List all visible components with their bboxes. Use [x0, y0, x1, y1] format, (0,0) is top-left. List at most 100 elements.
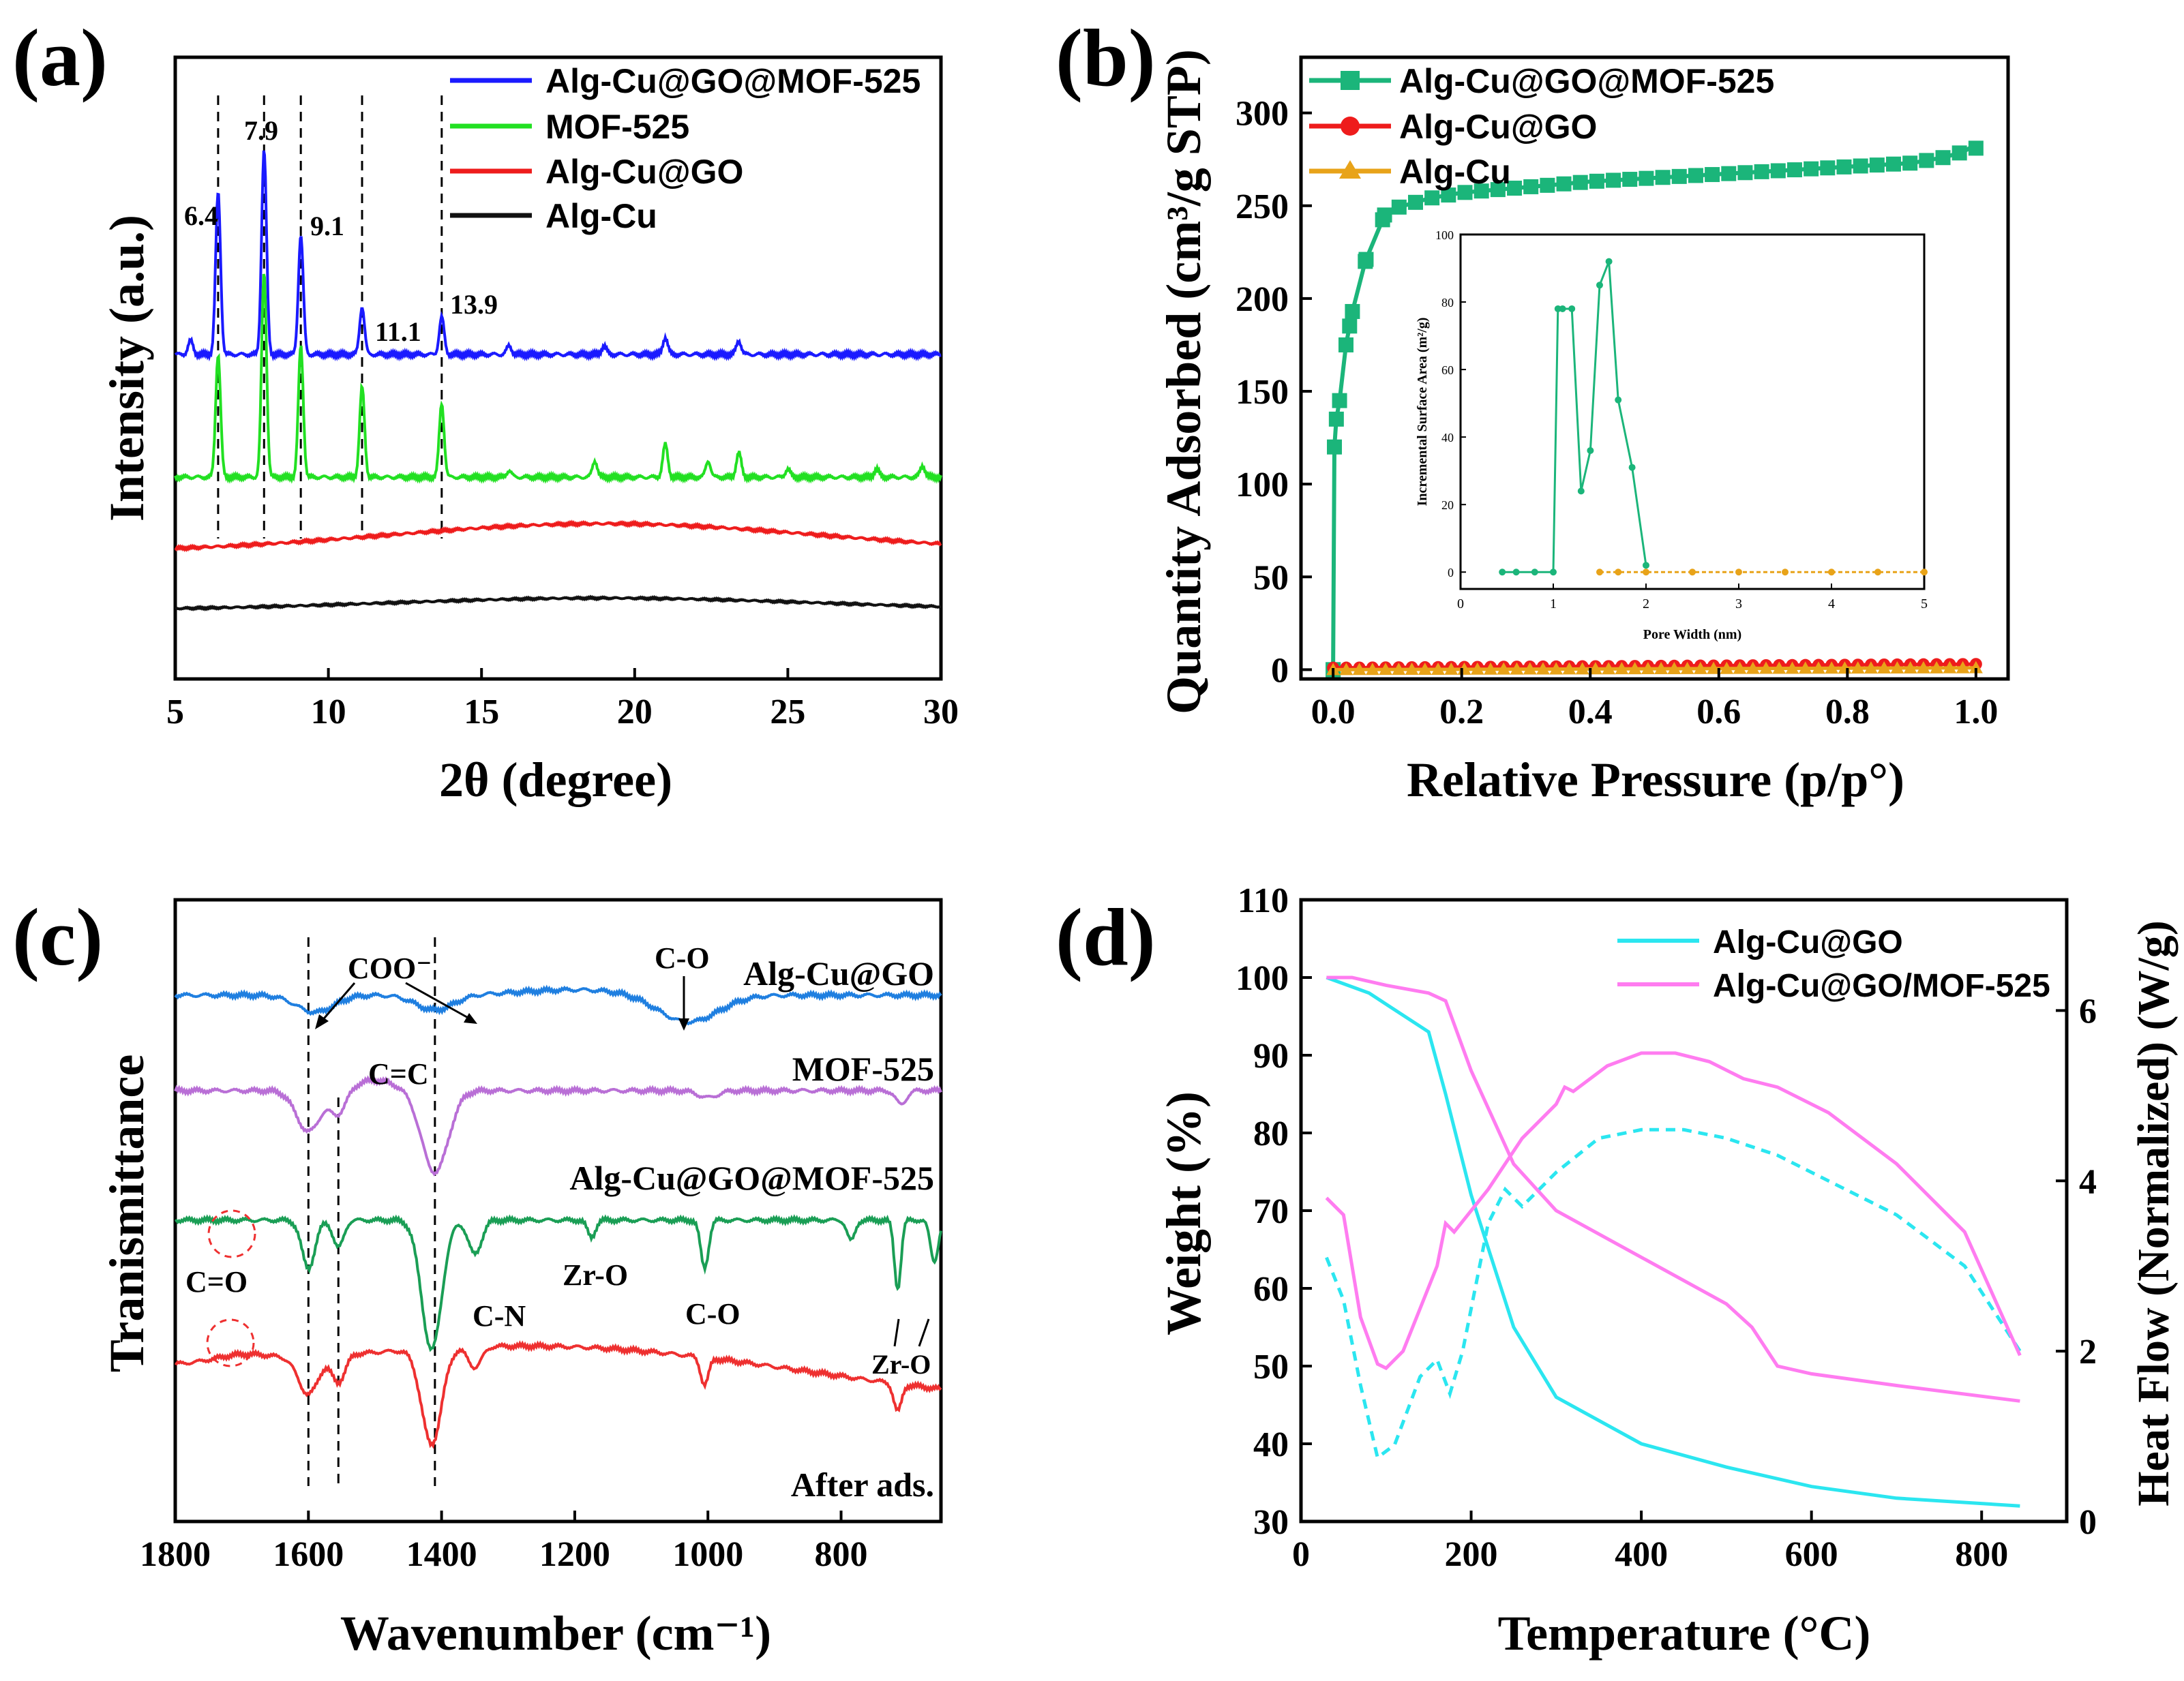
y2-tick-label-d: 0	[2079, 1503, 2097, 1542]
panel-b: (b) 0.0 0.2 0.4 0.6 0.8 1.0050100150200250300…	[1056, 12, 2010, 807]
x-tick-label-a: 25	[770, 693, 805, 731]
point-b-2	[1615, 662, 1629, 675]
x-axis-title-c: Wavenumber (cm⁻¹)	[340, 1606, 771, 1661]
legend-marker-b-1	[1341, 117, 1360, 136]
point-b-2	[1969, 661, 1983, 673]
series-lines-a	[174, 150, 942, 611]
point-b-0	[1869, 157, 1885, 173]
point-b-0	[1836, 159, 1852, 175]
inset-point-1	[1689, 569, 1696, 576]
y-tick-label-d: 110	[1238, 881, 1289, 920]
x-tick-label-b: 0.8	[1825, 693, 1870, 731]
inset-b: 0 1 2 3 4 5 0 20 40 60 80 100 Pore Width (nm) Incre…	[1415, 228, 1928, 642]
inset-point-0	[1605, 258, 1613, 265]
y-tick-label-d: 40	[1253, 1425, 1289, 1464]
series-line-a-2	[174, 519, 942, 553]
point-b-2	[1693, 661, 1707, 674]
y-tick-label-b: 250	[1236, 187, 1289, 226]
point-b-2	[1379, 663, 1393, 676]
legend-a: Alg-Cu@GO@MOF-525 MOF-525 Alg-Cu@GO Alg-…	[450, 62, 921, 235]
series-line-c-2	[174, 1214, 942, 1352]
annotation-arrow-coo-1	[319, 982, 356, 1023]
point-b-0	[1919, 153, 1934, 168]
y-tick-label-d: 80	[1253, 1115, 1289, 1153]
inset-y-tick-label: 20	[1441, 498, 1454, 512]
legend-marker-b-2	[1339, 160, 1361, 179]
point-b-0	[1391, 199, 1407, 215]
inset-y-tick-label: 60	[1441, 363, 1454, 377]
legend-marker-b-0	[1341, 71, 1360, 90]
point-b-0	[1424, 190, 1440, 206]
point-b-2	[1916, 661, 1930, 673]
y-tick-label-b: 100	[1236, 466, 1289, 504]
point-b-2	[1759, 661, 1774, 674]
x-tick-label-b: 0.2	[1439, 693, 1484, 731]
point-b-2	[1825, 661, 1839, 674]
inset-point-1	[1828, 569, 1835, 576]
point-b-2	[1588, 662, 1602, 675]
point-b-2	[1943, 661, 1957, 673]
point-b-2	[1444, 662, 1459, 675]
inset-point-1	[1874, 569, 1881, 576]
point-b-0	[1951, 145, 1967, 161]
point-b-0	[1507, 181, 1523, 196]
inset-ticks-b: 0 1 2 3 4 5 0 20 40 60 80 100	[1435, 228, 1928, 611]
inset-x-tick-label: 1	[1550, 596, 1557, 611]
point-b-2	[1903, 661, 1917, 673]
legend-label-a-2: Alg-Cu@GO	[545, 153, 743, 191]
tga-line-d-1	[1326, 975, 2020, 1403]
peak-label-a: 7.9	[244, 115, 278, 146]
point-b-2	[1930, 661, 1944, 673]
inset-x-tick-label: 4	[1828, 596, 1835, 611]
point-b-2	[1772, 661, 1786, 674]
point-b-2	[1733, 661, 1747, 674]
point-b-2	[1352, 663, 1366, 676]
point-b-0	[1327, 439, 1343, 455]
point-b-2	[1510, 662, 1524, 675]
series-line-c-3	[174, 1340, 942, 1449]
point-b-0	[1342, 318, 1358, 334]
point-b-0	[1332, 393, 1347, 408]
legend-label-d-0: Alg-Cu@GO	[1713, 924, 1903, 960]
inset-y-tick-label: 0	[1448, 566, 1454, 579]
highlight-circle-1	[207, 1209, 256, 1258]
point-b-2	[1392, 663, 1406, 676]
panel-label-a: (a)	[12, 12, 108, 103]
point-b-0	[1770, 163, 1786, 179]
annotation-zro-2: Zr-O	[871, 1349, 931, 1380]
x-axis-title-d: Temperature (°C)	[1498, 1606, 1871, 1661]
plot-frame-b	[1299, 55, 2010, 681]
inset-point-0	[1577, 487, 1585, 495]
point-b-2	[1628, 662, 1642, 675]
y-axis-title-d: Weight (%)	[1156, 1091, 1211, 1335]
series-line-a-0	[174, 150, 942, 362]
y-tick-label-b: 200	[1236, 280, 1289, 319]
y2-tick-label-d: 2	[2079, 1333, 2097, 1372]
peak-label-a: 6.4	[184, 200, 218, 231]
point-b-2	[1536, 662, 1550, 675]
point-b-2	[1484, 662, 1498, 675]
point-b-0	[1589, 173, 1604, 189]
point-b-2	[1746, 661, 1760, 674]
point-b-2	[1680, 661, 1694, 674]
inset-point-0	[1499, 569, 1506, 576]
point-b-0	[1786, 162, 1802, 178]
axis-ticks-d: 0 200 400 600 800 30 40 50 60 70 80 90 100 110 0 2 4 6	[1236, 881, 2097, 1574]
tga-line-d-0	[1326, 975, 2020, 1508]
x-axis-title-a: 2θ (degree)	[439, 753, 672, 807]
plot-frame-a	[173, 55, 943, 681]
inset-point-0	[1568, 305, 1576, 312]
peak-label-a: 9.1	[310, 211, 344, 241]
x-ticks-a: 5 10 15 20 25 30	[166, 668, 959, 731]
series-lines-c	[174, 984, 942, 1449]
point-b-0	[1606, 172, 1621, 188]
point-b-0	[1338, 337, 1353, 352]
inset-point-0	[1531, 569, 1538, 576]
inset-point-1	[1782, 569, 1789, 576]
point-b-0	[1968, 140, 1984, 156]
annotation-arrow-coo-2	[405, 982, 471, 1020]
point-b-0	[1572, 175, 1588, 190]
series-label-c-2: Alg-Cu@GO@MOF-525	[569, 1159, 934, 1197]
y-tick-label-b: 50	[1253, 558, 1289, 597]
x-tick-label-a: 15	[464, 693, 499, 731]
